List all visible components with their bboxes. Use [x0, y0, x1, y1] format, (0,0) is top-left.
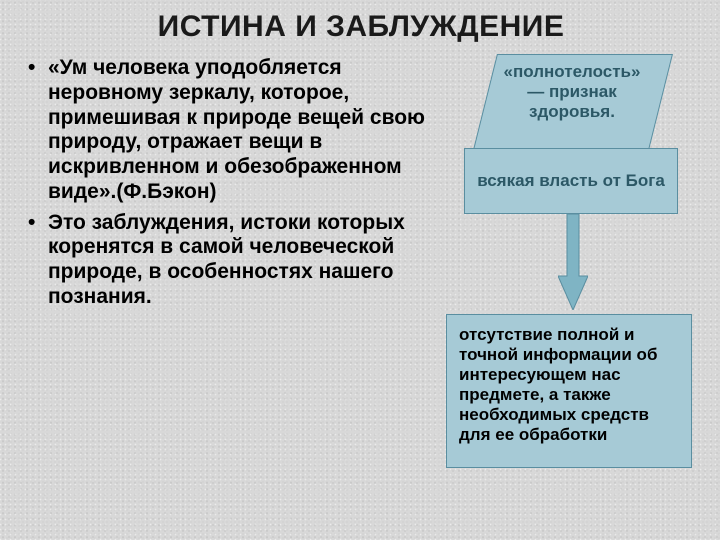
- bullet-list: «Ум человека уподобляется неровному зерк…: [26, 56, 426, 310]
- columns: «Ум человека уподобляется неровному зерк…: [26, 50, 696, 490]
- slide: ИСТИНА И ЗАБЛУЖДЕНИЕ «Ум человека уподоб…: [0, 0, 720, 540]
- info-box: отсутствие полной и точной информации об…: [446, 314, 692, 468]
- bullet-item: Это заблуждения, истоки которых коренятс…: [26, 211, 426, 310]
- slide-title: ИСТИНА И ЗАБЛУЖДЕНИЕ: [26, 10, 696, 44]
- down-arrow: [558, 214, 588, 310]
- authority-box-text: всякая власть от Бога: [477, 171, 665, 191]
- authority-box: всякая власть от Бога: [464, 148, 678, 214]
- parallelogram-text: «полнотелость» — признак здоровья.: [484, 62, 660, 122]
- arrow-polygon: [558, 214, 588, 310]
- bullet-item: «Ум человека уподобляется неровному зерк…: [26, 56, 426, 205]
- left-column: «Ум человека уподобляется неровному зерк…: [26, 50, 426, 316]
- info-box-text: отсутствие полной и точной информации об…: [459, 325, 657, 444]
- right-column: «полнотелость» — признак здоровья. всяка…: [436, 50, 696, 490]
- parallelogram-shape: «полнотелость» — признак здоровья.: [484, 54, 660, 158]
